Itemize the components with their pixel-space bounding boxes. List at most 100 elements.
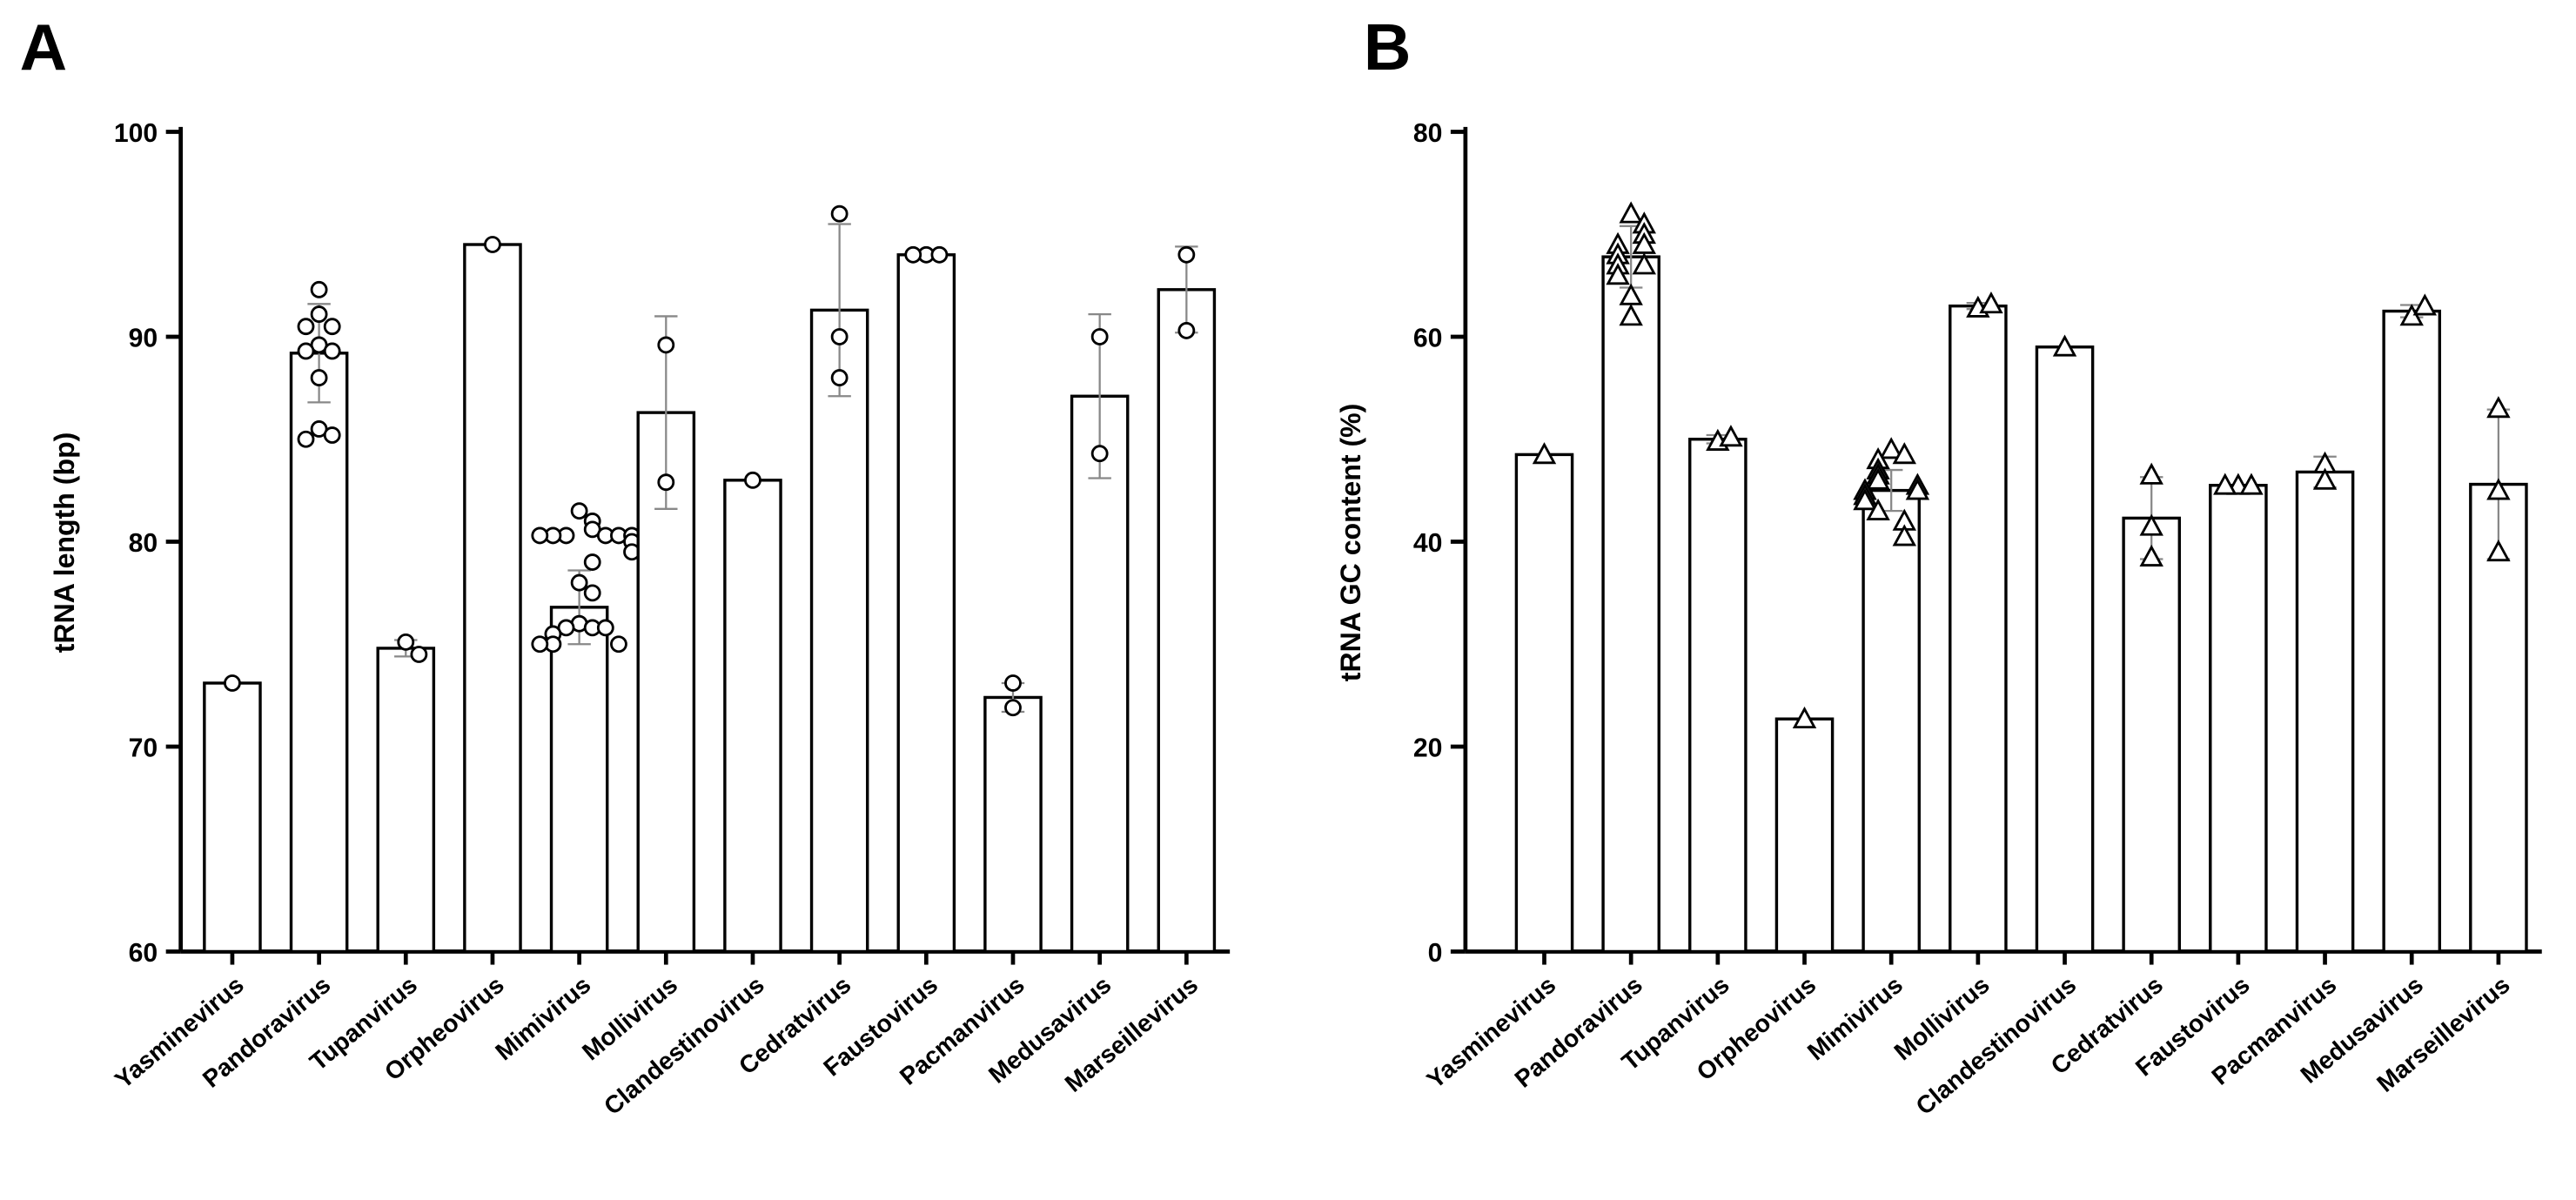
data-point [310,280,328,298]
data-point [1090,328,1109,345]
bar [1514,453,1574,954]
y-tick-label: 40 [1413,529,1443,558]
bar [1862,488,1921,954]
y-tick-label: 0 [1428,939,1443,968]
data-point [2239,473,2264,495]
data-point [830,204,849,223]
data-point [323,318,341,336]
data-point [2139,544,2163,567]
data-point [1892,442,1916,465]
data-point [484,236,501,253]
y-axis-label: tRNA GC content (%) [1335,404,1366,682]
bar [809,308,869,954]
data-point [2486,396,2511,419]
data-point [583,553,601,571]
data-point [570,502,588,520]
data-point [323,342,341,360]
data-point [904,245,922,264]
y-tick-label: 100 [114,119,158,148]
bar [203,681,262,954]
data-point [610,635,627,654]
bar [2035,345,2095,954]
bar [2469,482,2528,954]
data-point [1866,498,1890,521]
data-point [2486,539,2511,562]
data-point [224,674,241,692]
data-point [830,369,849,386]
data-point [1905,478,1930,500]
data-point [1866,467,1890,490]
data-point [2139,462,2163,485]
data-point [2312,467,2338,490]
data-point [1892,524,1916,546]
bar [1157,288,1217,954]
data-point [657,336,675,354]
bar [289,352,349,954]
bar [463,243,522,954]
data-point [1090,445,1109,463]
data-point [1004,699,1022,717]
y-axis-label: tRNA length (bp) [49,432,80,654]
bar [1070,394,1130,954]
data-point [2412,293,2438,316]
bar [376,647,436,954]
data-point [657,473,675,492]
bar [2295,470,2355,954]
data-point [1619,201,1643,224]
bar [723,479,782,954]
x-tick-label: Mimivirus [490,970,596,1065]
data-point [1004,674,1022,692]
y-tick-label: 60 [1413,324,1443,352]
bar [983,695,1043,954]
y-tick-label: 80 [1413,119,1443,148]
data-point [410,646,428,663]
data-point [297,318,315,336]
bar [1949,304,2008,954]
data-point [2139,513,2163,536]
bar [1688,438,1748,954]
y-tick-label: 60 [129,939,158,968]
data-point [583,584,601,602]
error-bar [828,223,851,398]
data-point [1632,252,1656,275]
data-point [531,526,549,545]
data-point [531,635,549,654]
data-point [744,471,761,489]
data-point [596,619,614,637]
panel-label: B [1364,11,1412,84]
data-point [1619,304,1643,326]
data-point [830,328,849,345]
bar [1601,255,1660,954]
data-point [1792,706,1817,729]
data-point [1606,263,1630,285]
panel-label: A [20,11,68,84]
data-point [570,573,588,592]
data-point [1177,322,1196,339]
bar [549,606,609,954]
data-point [2052,334,2077,357]
data-point [297,430,315,448]
data-point [297,342,315,360]
data-point [1177,245,1196,264]
data-point [2213,473,2237,495]
bar [1774,717,1835,954]
x-tick-label: Clandestinovirus [598,970,768,1120]
y-tick-label: 80 [129,529,158,558]
bar [2209,484,2268,954]
data-point [1853,488,1877,511]
y-tick-label: 90 [129,324,158,352]
bar [2122,516,2181,954]
data-point [310,369,328,386]
data-point [310,305,328,323]
data-point [1719,425,1743,447]
x-tick-label: Clandestinovirus [1910,970,2081,1120]
data-point [930,245,949,264]
bar [896,253,956,954]
bar [2382,309,2442,954]
data-point [323,426,341,444]
x-tick-label: Mimivirus [1801,970,1908,1065]
data-point [1879,437,1903,459]
data-point [397,633,415,651]
y-tick-label: 70 [129,734,158,762]
